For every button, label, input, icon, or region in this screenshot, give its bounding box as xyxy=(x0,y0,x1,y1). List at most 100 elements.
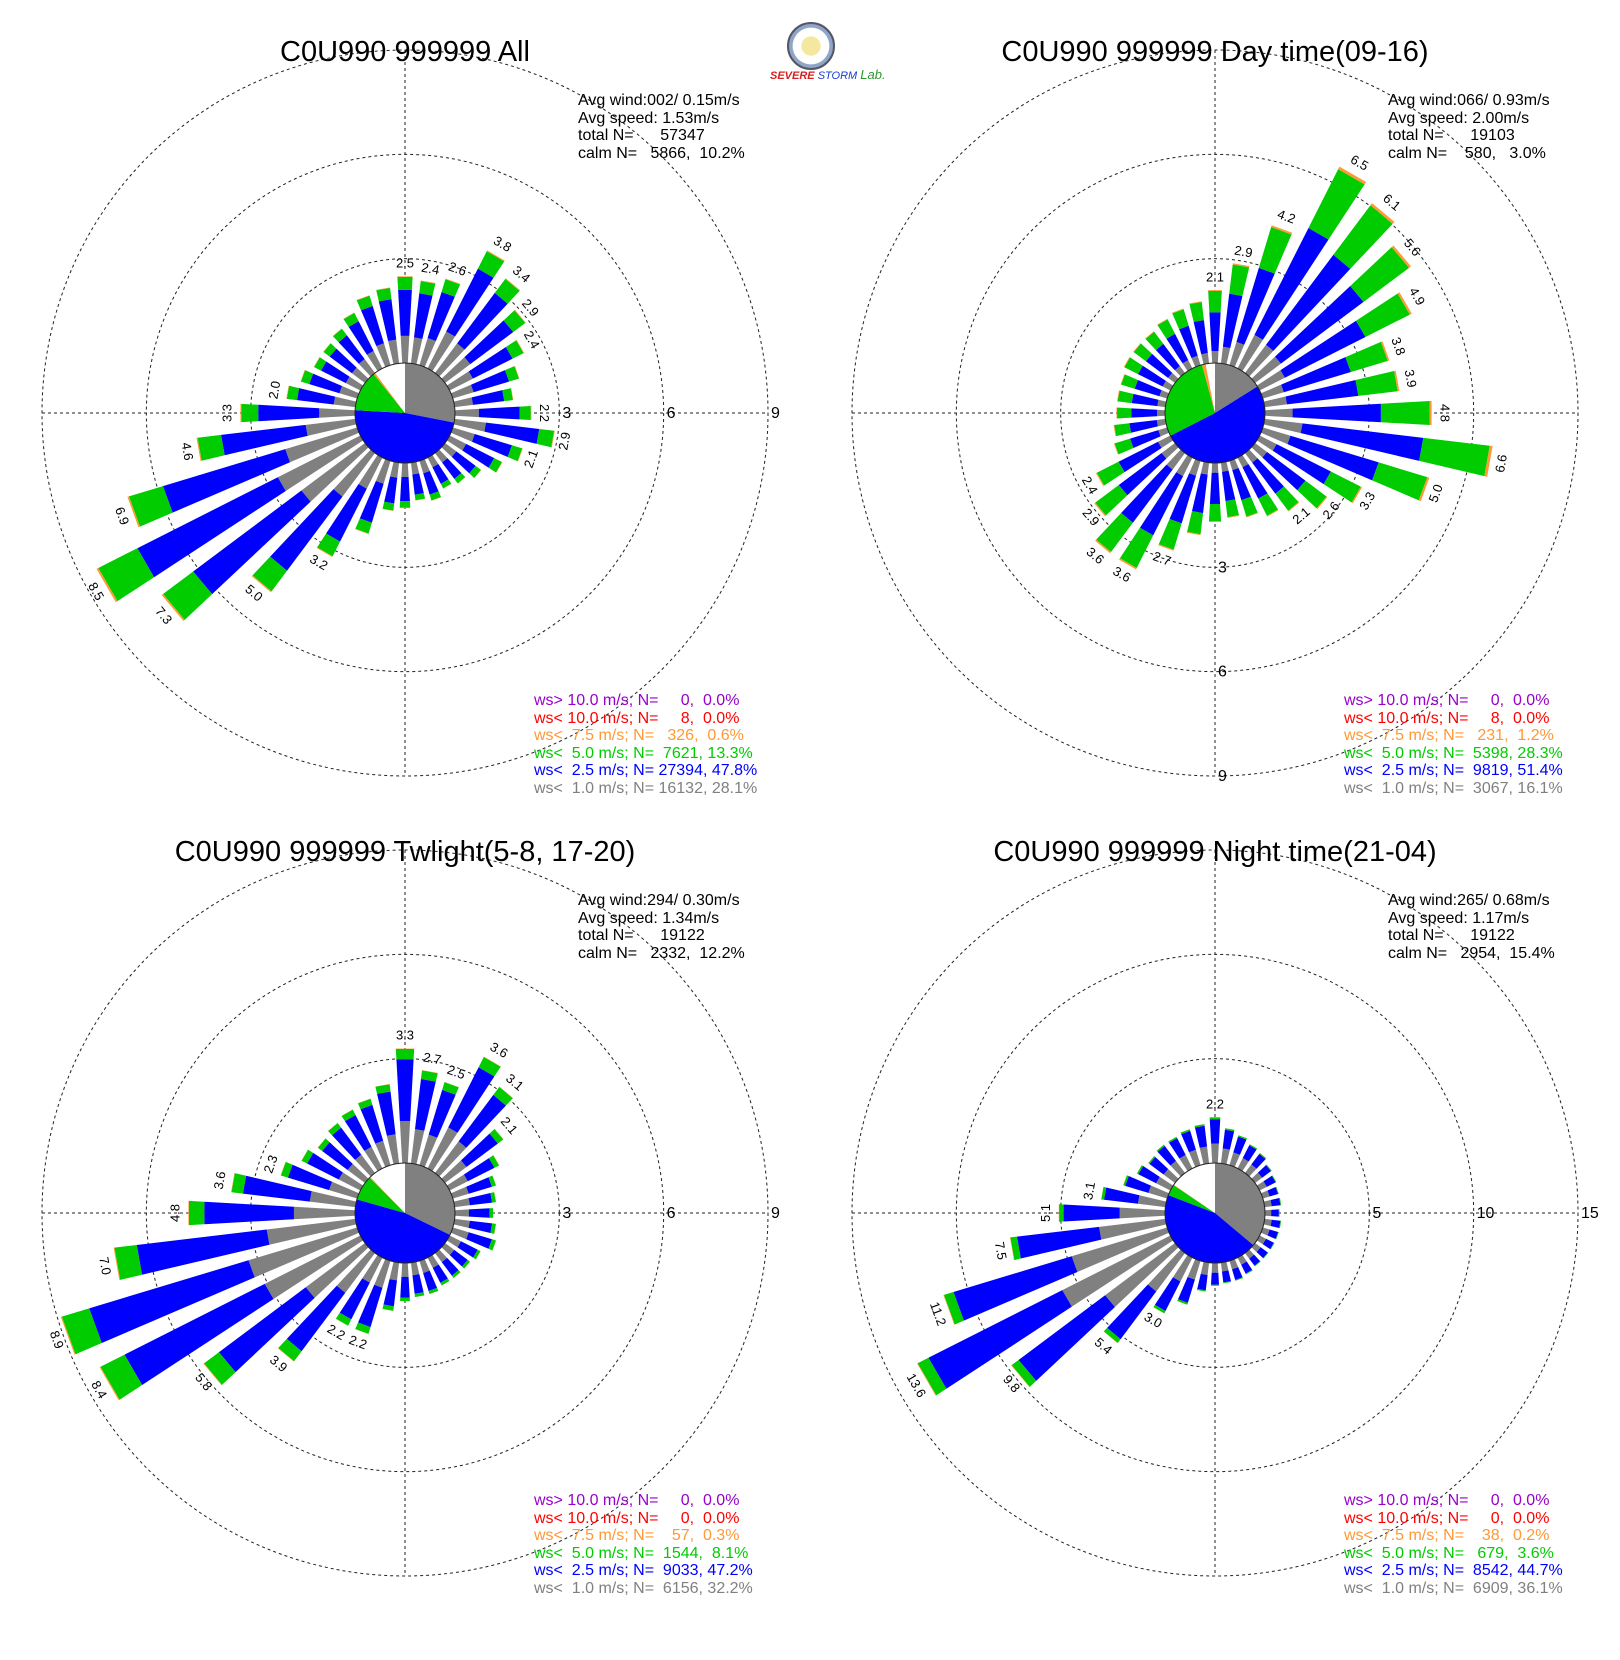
direction-bar xyxy=(1123,1175,1170,1199)
bar-segment-lt5 xyxy=(1148,1155,1156,1164)
direction-bar xyxy=(1168,1136,1193,1172)
direction-bar xyxy=(1260,341,1390,399)
bar-segment-lt7-5 xyxy=(1380,341,1390,361)
bar-value-label: 2.0 xyxy=(265,380,283,400)
bar-segment-lt1 xyxy=(1187,1258,1201,1280)
bar-segment-lt7-5 xyxy=(60,1316,76,1355)
bar-segment-lt7-5 xyxy=(1370,203,1395,224)
bar-segment-lt7-5 xyxy=(231,1172,235,1193)
bar-segment-lt7-5 xyxy=(301,1149,309,1161)
direction-bar xyxy=(316,454,383,557)
bar-segment-lt2-5 xyxy=(1016,1226,1102,1259)
bar-segment-lt1 xyxy=(1220,1261,1229,1272)
direction-bar xyxy=(427,454,452,489)
bar-segment-lt5 xyxy=(1263,1252,1269,1259)
bar-segment-lt2-5 xyxy=(326,483,367,542)
avg-speed: Avg speed: 1.34m/s xyxy=(578,909,720,927)
bar-segment-lt7-5 xyxy=(1186,531,1201,536)
bar-segment-lt2-5 xyxy=(1179,325,1198,359)
direction-bar xyxy=(332,328,376,377)
bar-segment-lt5 xyxy=(1117,407,1132,419)
wind-stats: Avg wind:294/ 0.30m/s Avg speed: 1.34m/s… xyxy=(578,892,745,962)
bar-segment-lt7-5 xyxy=(492,1240,497,1251)
bar-segment-lt7-5 xyxy=(494,1192,497,1203)
bar-segment-lt7-5 xyxy=(1153,1307,1165,1314)
bar-segment-lt5 xyxy=(428,1287,439,1295)
legend-ws-lt10: ws< 10.0 m/s; N= 8, 0.0% xyxy=(534,709,740,727)
wind-stats: Avg wind:066/ 0.93m/s Avg speed: 2.00m/s… xyxy=(1388,92,1550,162)
avg-wind: Avg wind:002/ 0.15m/s xyxy=(578,92,740,109)
bar-segment-lt5 xyxy=(419,281,436,296)
direction-bar xyxy=(356,295,391,368)
bar-segment-lt5 xyxy=(300,370,314,385)
direction-bar xyxy=(1256,1175,1277,1191)
bar-segment-lt7-5 xyxy=(1158,544,1174,551)
avg-speed: Avg speed: 1.17m/s xyxy=(1388,909,1530,927)
legend-ws-lt7-5: ws< 7.5 m/s; N= 57, 0.3% xyxy=(534,1527,740,1544)
bar-segment-lt7-5 xyxy=(443,483,452,489)
bar-segment-lt1 xyxy=(1156,1176,1174,1191)
direction-bar xyxy=(382,461,400,511)
bar-segment-lt2-5 xyxy=(928,1290,1072,1389)
bar-segment-lt2-5 xyxy=(1155,343,1180,371)
direction-bar xyxy=(1244,1152,1267,1177)
bar-segment-lt1 xyxy=(1182,360,1193,372)
bar-segment-lt2-5 xyxy=(1131,408,1158,418)
bar-segment-lt1 xyxy=(450,1186,469,1199)
bar-segment-lt7-5 xyxy=(445,278,461,285)
bar-segment-lt1 xyxy=(386,1134,400,1165)
bar-segment-lt2-5 xyxy=(1209,312,1221,351)
direction-bar xyxy=(441,309,526,384)
direction-bar xyxy=(1263,418,1493,477)
bar-segment-lt5 xyxy=(1223,1281,1232,1284)
direction-bar xyxy=(323,343,369,384)
direction-bar xyxy=(441,1242,471,1269)
bar-segment-lt1 xyxy=(1157,409,1166,417)
bar-segment-lt5 xyxy=(1238,1135,1247,1140)
bar-segment-lt2-5 xyxy=(307,1152,343,1180)
bar-segment-lt5 xyxy=(1345,341,1388,372)
direction-bar xyxy=(454,1208,494,1218)
bar-segment-lt2-5 xyxy=(1242,464,1268,499)
bar-segment-lt5 xyxy=(355,1322,371,1334)
bar-segment-lt2-5 xyxy=(1262,451,1306,491)
bar-value-label: 3.6 xyxy=(211,1170,229,1190)
grid-ring xyxy=(41,849,769,1577)
direction-bar xyxy=(419,1081,459,1168)
severe-storm-lab-logo: SEVERE STORM Lab. xyxy=(770,22,886,86)
bar-segment-lt2-5 xyxy=(441,1257,459,1276)
direction-bar xyxy=(454,405,532,421)
bar-segment-lt5 xyxy=(1153,1304,1166,1314)
bar-segment-lt2-5 xyxy=(468,1192,493,1206)
bar-segment-lt1 xyxy=(1244,449,1258,463)
bar-segment-lt7-5 xyxy=(464,1261,471,1269)
bar-segment-lt2-5 xyxy=(468,1220,493,1234)
bar-segment-lt2-5 xyxy=(193,490,311,595)
direction-bar xyxy=(410,461,426,501)
direction-bar xyxy=(203,1242,369,1386)
bar-segment-lt1 xyxy=(1220,461,1229,472)
bar-segment-lt5 xyxy=(1145,331,1164,351)
bar-segment-lt1 xyxy=(1260,427,1291,445)
bar-segment-lt5 xyxy=(278,1338,302,1362)
bar-value-label: 2.7 xyxy=(422,1049,442,1067)
ring-label: 9 xyxy=(771,1205,780,1222)
bar-value-label: 3.3 xyxy=(1356,489,1378,512)
bar-segment-lt1 xyxy=(1188,1149,1201,1168)
bar-segment-lt7-5 xyxy=(1208,290,1222,292)
bar-segment-lt7-5 xyxy=(1180,1129,1190,1133)
bar-segment-lt7-5 xyxy=(1232,263,1250,268)
legend-ws-lt5: ws< 5.0 m/s; N= 679, 3.6% xyxy=(1344,1544,1554,1562)
legend-ws-lt10: ws< 10.0 m/s; N= 0, 0.0% xyxy=(1344,1509,1550,1527)
wind-rose-panel-day: 3 6 9 2.1 2.9 4.2 6.5 6.1 5.6 4.9 3.8 3.9 4.8 6.6 5.0 3… xyxy=(810,0,1620,830)
bar-segment-lt7-5 xyxy=(1279,1220,1282,1229)
bar-segment-lt7-5 xyxy=(300,370,306,382)
bar-segment-lt7-5 xyxy=(431,497,442,501)
bar-segment-lt7-5 xyxy=(99,1366,120,1401)
bar-segment-lt2-5 xyxy=(1063,1204,1120,1222)
bar-segment-lt1 xyxy=(375,1140,391,1168)
bar-segment-lt2-5 xyxy=(446,268,494,337)
bar-segment-lt7-5 xyxy=(1235,1278,1243,1281)
bar-segment-lt5 xyxy=(943,1291,964,1325)
panel-title: C0U990 999999 Day time(09-16) xyxy=(1001,36,1429,68)
